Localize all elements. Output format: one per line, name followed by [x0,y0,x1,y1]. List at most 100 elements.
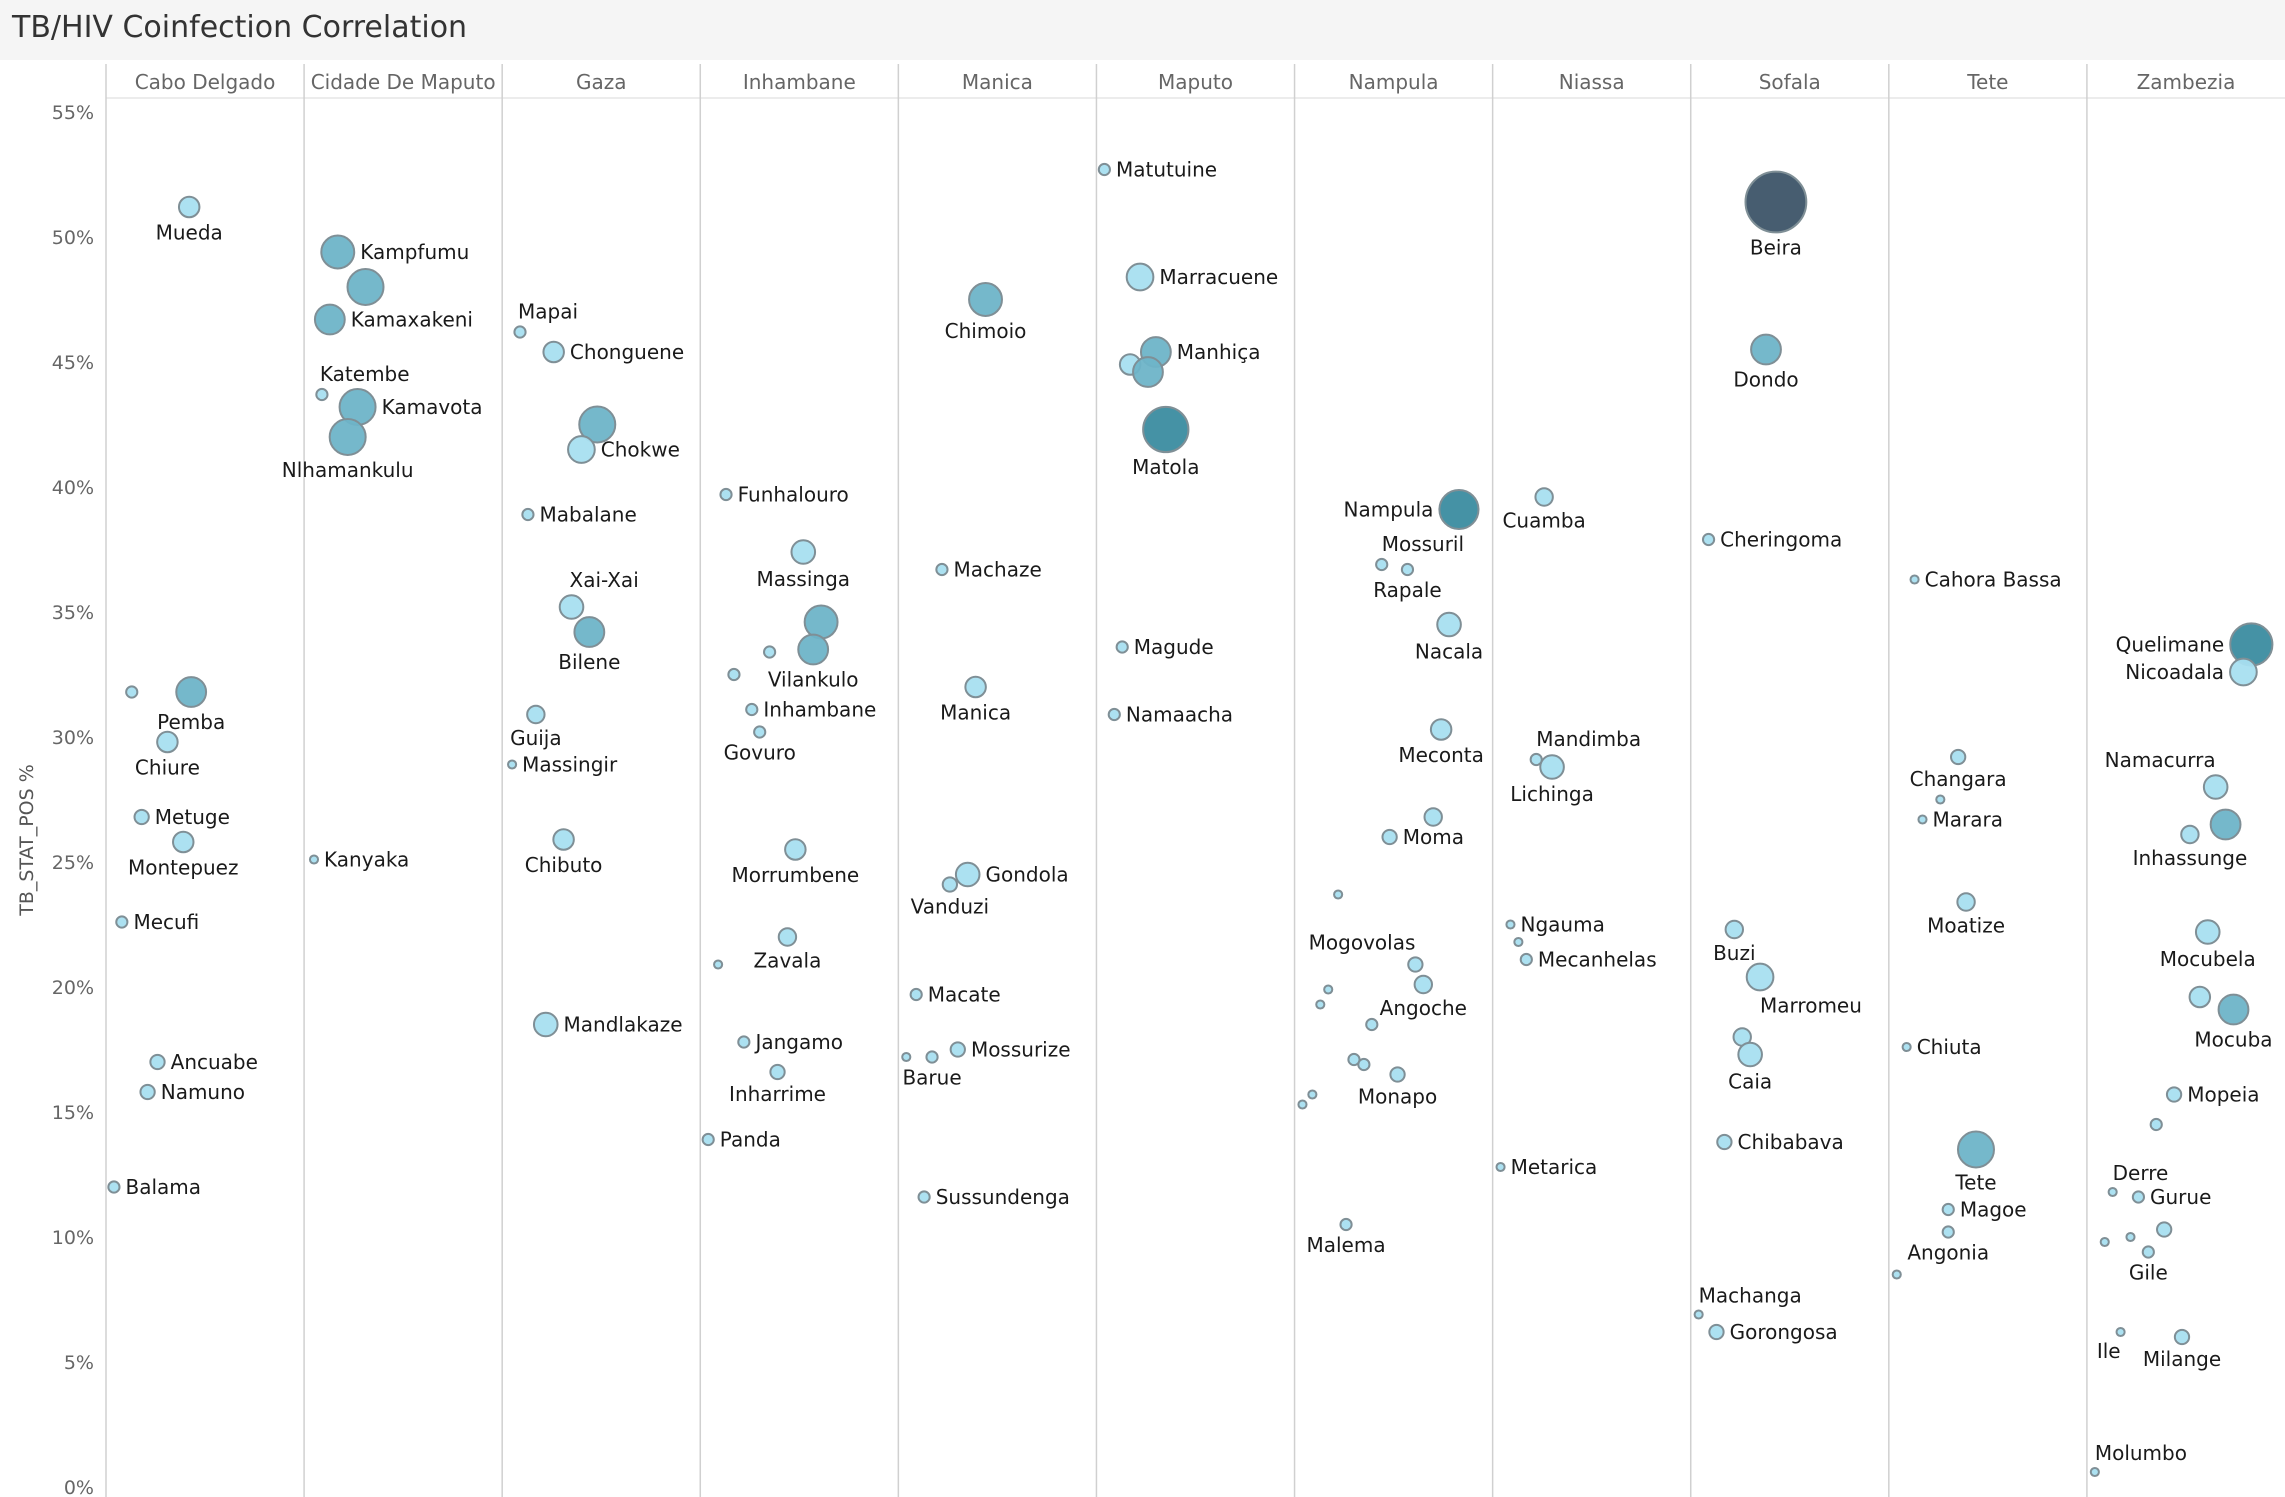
data-point[interactable] [1400,562,1415,577]
data-point[interactable] [1891,1269,1902,1280]
data-point[interactable] [2188,985,2212,1009]
data-point[interactable] [125,685,139,699]
data-point[interactable] [1132,356,1164,388]
data-point[interactable] [172,830,195,854]
data-point[interactable] [573,616,606,648]
data-point[interactable] [745,702,759,717]
data-point[interactable] [935,562,949,577]
data-point[interactable] [1389,1066,1406,1083]
data-point[interactable] [909,987,923,1002]
data-point[interactable] [1333,889,1344,900]
data-point[interactable] [2156,1221,2173,1238]
data-point[interactable] [1365,1017,1379,1032]
data-point[interactable] [1323,984,1334,995]
data-point[interactable] [1505,919,1516,930]
data-point[interactable] [2202,774,2229,800]
data-point[interactable] [1495,1161,1506,1173]
data-point[interactable] [1941,1225,1955,1239]
data-point[interactable] [2229,657,2258,687]
data-point[interactable] [1724,919,1745,940]
data-point[interactable] [1534,487,1554,507]
data-point[interactable] [1423,807,1443,827]
data-point[interactable] [156,730,179,754]
data-point[interactable] [1307,1089,1318,1100]
data-point[interactable] [1539,754,1565,780]
data-point[interactable] [713,959,724,970]
data-point[interactable] [1381,828,1398,846]
data-point[interactable] [2099,1236,2110,1248]
data-point[interactable] [949,1041,966,1058]
data-point[interactable] [964,675,987,699]
data-point[interactable] [1941,1202,1955,1217]
data-point[interactable] [941,876,959,893]
data-point[interactable] [513,325,527,339]
data-point[interactable] [2173,1328,2191,1346]
data-point[interactable] [2149,1117,2163,1132]
data-point[interactable] [1956,892,1976,912]
data-point[interactable] [763,645,777,659]
data-point[interactable] [521,507,535,522]
data-point[interactable] [532,1011,559,1038]
data-point[interactable] [1375,557,1389,572]
data-point[interactable] [2115,1326,2126,1338]
data-point[interactable] [1125,262,1155,292]
data-point[interactable] [567,435,596,464]
data-point[interactable] [797,633,830,666]
data-point[interactable] [552,828,575,851]
data-point[interactable] [1750,333,1782,366]
data-point[interactable] [737,1035,751,1049]
data-point[interactable] [1097,162,1111,177]
data-point[interactable] [139,1083,156,1101]
data-point[interactable] [2107,1186,2118,1198]
data-point[interactable] [2165,1086,2183,1103]
data-point[interactable] [1950,748,1967,766]
data-point[interactable] [328,418,367,456]
data-point[interactable] [2125,1231,2136,1243]
data-point[interactable] [320,234,356,270]
data-point[interactable] [954,861,981,888]
data-point[interactable] [1107,707,1121,722]
data-point[interactable] [1737,1041,1763,1068]
data-point[interactable] [1413,974,1434,995]
data-point[interactable] [149,1053,166,1071]
data-point[interactable] [1315,999,1326,1010]
data-point[interactable] [2194,919,2221,945]
data-point[interactable] [1744,170,1808,234]
data-point[interactable] [1917,814,1928,825]
data-point[interactable] [1519,952,1533,967]
data-point[interactable] [133,808,150,826]
data-point[interactable] [1935,794,1946,805]
data-point[interactable] [308,854,320,865]
data-point[interactable] [1438,488,1480,531]
data-point[interactable] [719,487,733,502]
data-point[interactable] [1357,1057,1371,1072]
data-point[interactable] [2141,1245,2155,1259]
data-point[interactable] [1436,611,1462,638]
data-point[interactable] [2217,993,2250,1026]
data-point[interactable] [1901,1041,1912,1053]
data-point[interactable] [753,725,767,739]
data-point[interactable] [542,340,565,364]
data-point[interactable] [1429,718,1453,741]
data-point[interactable] [115,915,129,929]
data-point[interactable] [1909,574,1920,585]
data-point[interactable] [1745,962,1775,992]
data-point[interactable] [2209,808,2242,841]
data-point[interactable] [1716,1133,1733,1151]
data-point[interactable] [346,268,385,306]
data-point[interactable] [901,1051,912,1063]
data-point[interactable] [1115,640,1129,654]
data-point[interactable] [917,1190,931,1204]
data-point[interactable] [107,1180,121,1194]
data-point[interactable] [2180,824,2200,845]
data-point[interactable] [777,927,798,947]
data-point[interactable] [2229,622,2274,667]
data-point[interactable] [2089,1466,2100,1478]
data-point[interactable] [1708,1323,1725,1341]
data-point[interactable] [1297,1099,1308,1110]
data-point[interactable] [727,667,741,682]
data-point[interactable] [1407,956,1424,973]
data-point[interactable] [769,1063,786,1081]
data-point[interactable] [315,387,329,402]
data-point[interactable] [790,539,817,565]
